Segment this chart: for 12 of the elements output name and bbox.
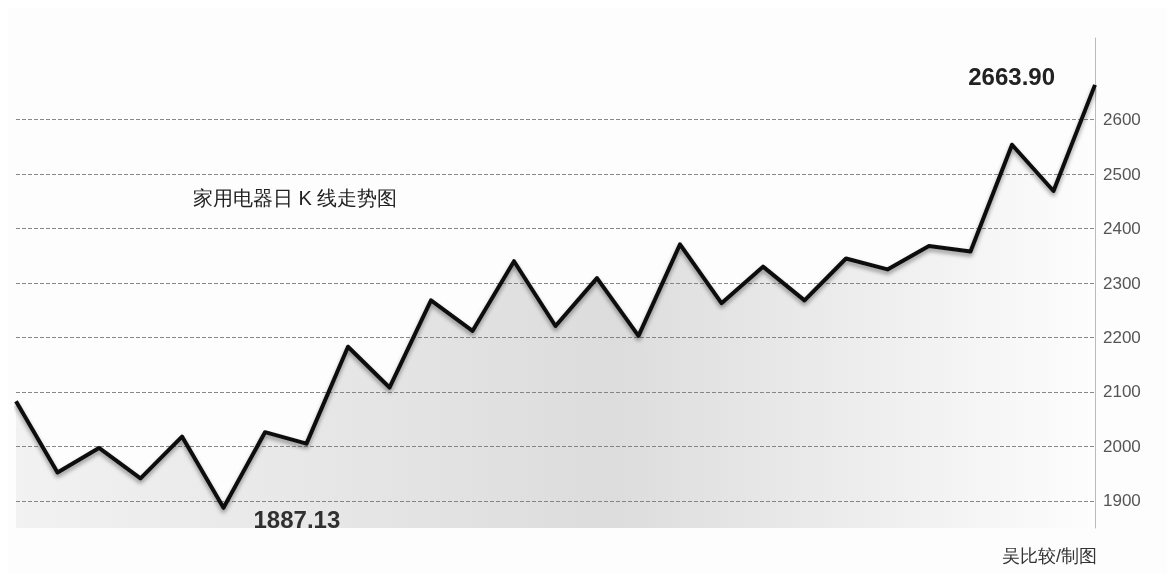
y-tick-label: 2500 — [1103, 164, 1141, 184]
y-tick-label: 2600 — [1103, 110, 1141, 130]
y-tick-label: 2400 — [1103, 219, 1141, 239]
text: 吴比较/制图 — [1002, 546, 1098, 566]
annotation: 1887.13 — [253, 506, 341, 534]
y-tick-label: 2200 — [1103, 327, 1141, 347]
y-tick-label: 2000 — [1103, 436, 1141, 456]
text: 家用电器日 K 线走势图 — [193, 187, 398, 209]
annotation: 2663.90 — [968, 63, 1055, 91]
y-tick-label: 1900 — [1103, 491, 1141, 511]
y-tick-label: 2100 — [1103, 382, 1141, 402]
y-tick-label: 2300 — [1103, 273, 1141, 293]
